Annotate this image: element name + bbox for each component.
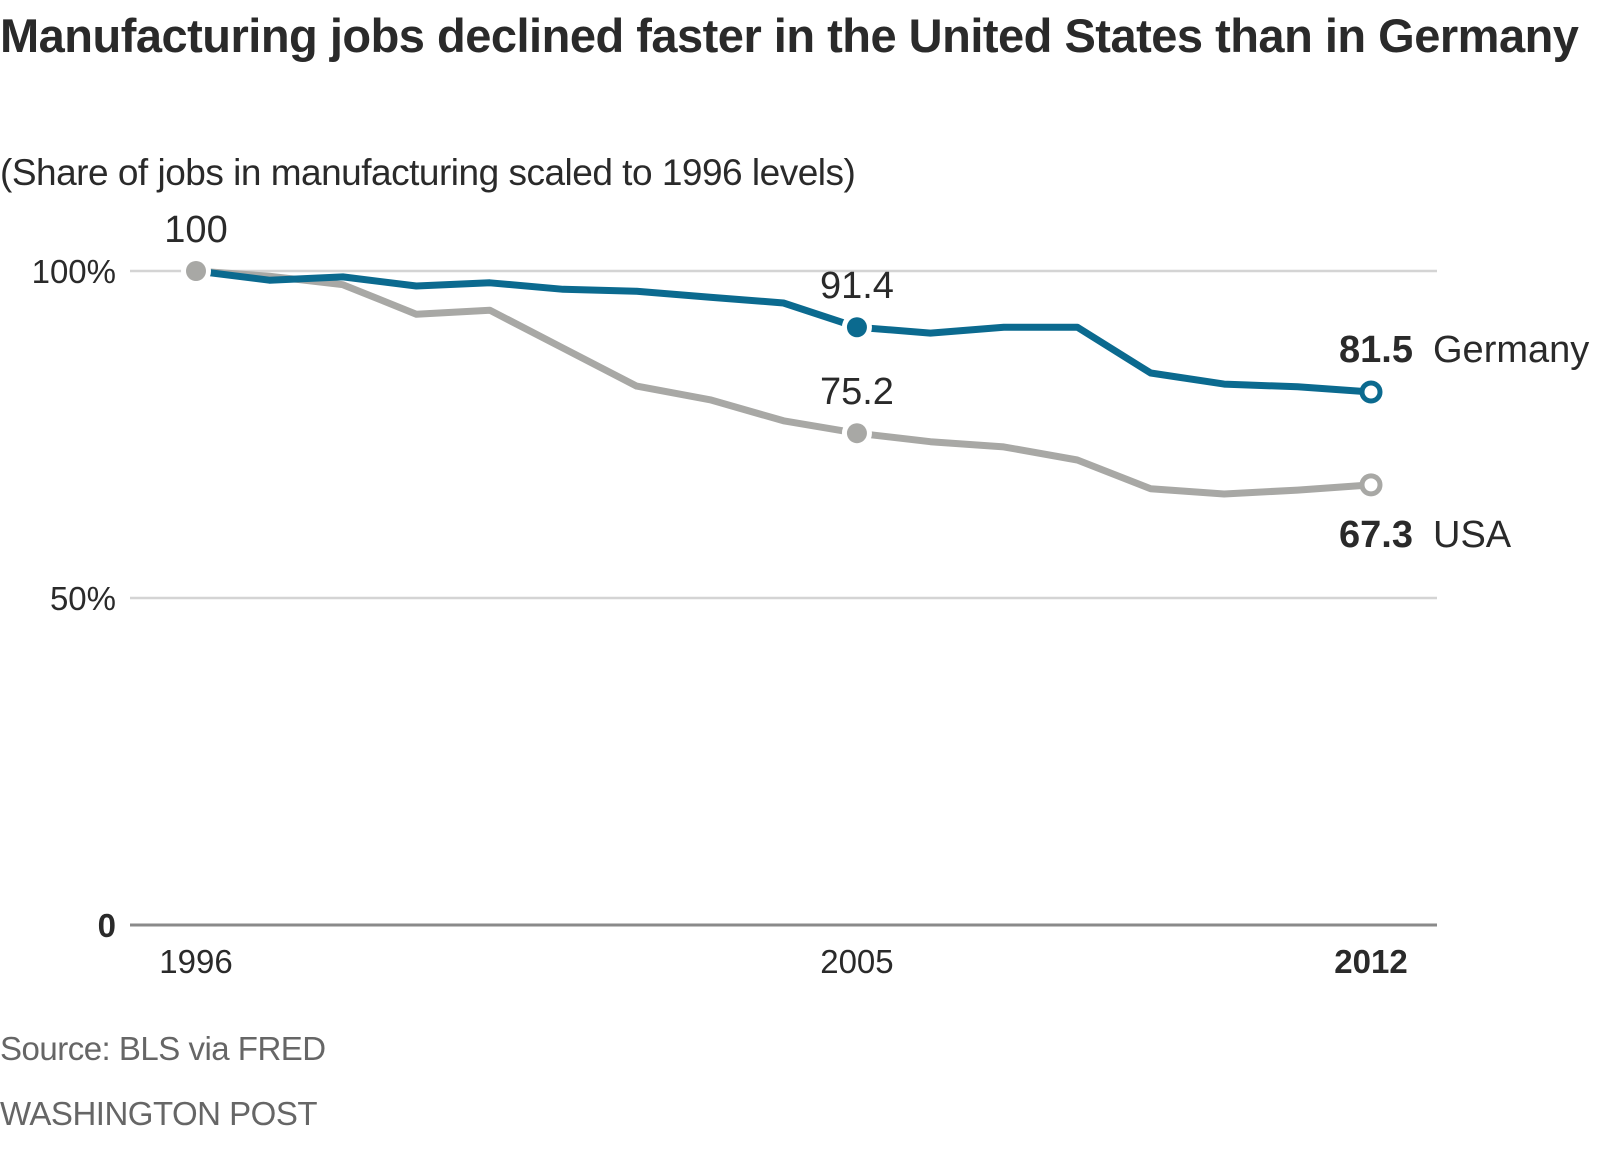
end-value-label-germany: 81.5 [1339,329,1413,371]
highlight-marker-usa-2005 [846,423,867,444]
end-marker-usa [1359,473,1383,497]
source-note: Source: BLS via FRED [0,1030,326,1067]
highlight-marker-usa-1996 [186,261,206,281]
end-marker-germany [1359,380,1383,404]
chart-title: Manufacturing jobs declined faster in th… [0,9,1579,62]
y-tick-label: 0 [98,907,116,944]
series-lines [195,267,1372,498]
highlight-marker-germany-2005 [846,317,867,338]
publisher-credit: WASHINGTON POST [0,1095,318,1132]
x-tick-label: 1996 [159,943,232,980]
legend-label-germany: Germany [1433,329,1589,371]
series-line-germany [195,267,1372,396]
chart-subtitle: (Share of jobs in manufacturing scaled t… [0,152,856,193]
series-markers [181,256,1383,497]
annotation-label: 91.4 [820,265,894,307]
annotations: 100 91.4 75.2 81.5 Germany 67.3 USA [164,209,1589,556]
y-tick-label: 50% [50,580,116,617]
legend-label-usa: USA [1433,514,1512,556]
annotation-label: 100 [164,209,227,251]
end-value-label-usa: 67.3 [1339,514,1413,556]
y-axis-ticks: 100% 50% 0 [32,253,116,944]
x-tick-label: 2005 [820,943,893,980]
series-line-usa [195,267,1372,498]
y-tick-label: 100% [32,253,116,290]
x-tick-label: 2012 [1334,943,1407,980]
gridlines [130,269,1437,927]
x-axis-ticks: 1996 2005 2012 [159,943,1407,980]
annotation-label: 75.2 [820,371,894,413]
